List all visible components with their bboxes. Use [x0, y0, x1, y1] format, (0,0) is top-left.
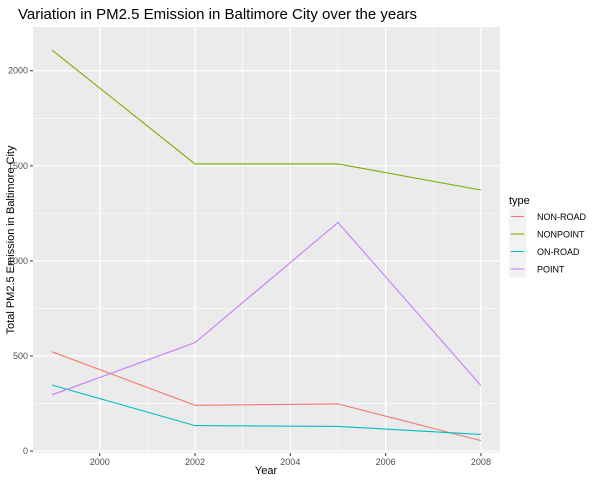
legend-label-point: POINT	[537, 265, 565, 275]
major-gridlines	[33, 27, 500, 453]
y-tick-label: 500	[13, 351, 28, 361]
y-tick-label: 1000	[8, 256, 28, 266]
legend-label-nonpoint: NONPOINT	[537, 230, 585, 240]
y-tick-label: 0	[23, 446, 28, 456]
x-tick-label: 2000	[90, 457, 110, 467]
y-tick-label: 1500	[8, 161, 28, 171]
x-tick-label: 2004	[280, 457, 300, 467]
legend-label-on-road: ON-ROAD	[537, 247, 580, 257]
series-line-non-road	[51, 351, 482, 442]
y-axis: 0 500 1000 1500 2000	[8, 66, 33, 456]
series-line-point	[51, 221, 482, 396]
legend-items: NON-ROAD NONPOINT ON-ROAD POINT	[509, 208, 586, 278]
y-tick-label: 2000	[8, 66, 28, 76]
x-axis-title: Year	[255, 465, 278, 477]
legend-label-non-road: NON-ROAD	[537, 212, 586, 222]
series-lines	[51, 49, 482, 442]
series-line-nonpoint	[51, 49, 481, 191]
x-tick-label: 2006	[376, 457, 396, 467]
x-tick-label: 2008	[471, 457, 491, 467]
legend-title: type	[509, 195, 530, 207]
y-axis-title: Total PM2.5 Emission in Baltimore City	[5, 145, 17, 334]
chart-title: Variation in PM2.5 Emission in Baltimore…	[18, 6, 417, 23]
legend: type NON-ROAD NONPOINT ON-ROAD POINT	[509, 195, 586, 278]
minor-gridlines	[33, 27, 500, 453]
x-tick-label: 2002	[185, 457, 205, 467]
series-line-on-road	[51, 384, 481, 435]
x-axis: 2000 2002 2004 2006 2008	[90, 453, 491, 467]
plot-panel	[33, 27, 500, 453]
